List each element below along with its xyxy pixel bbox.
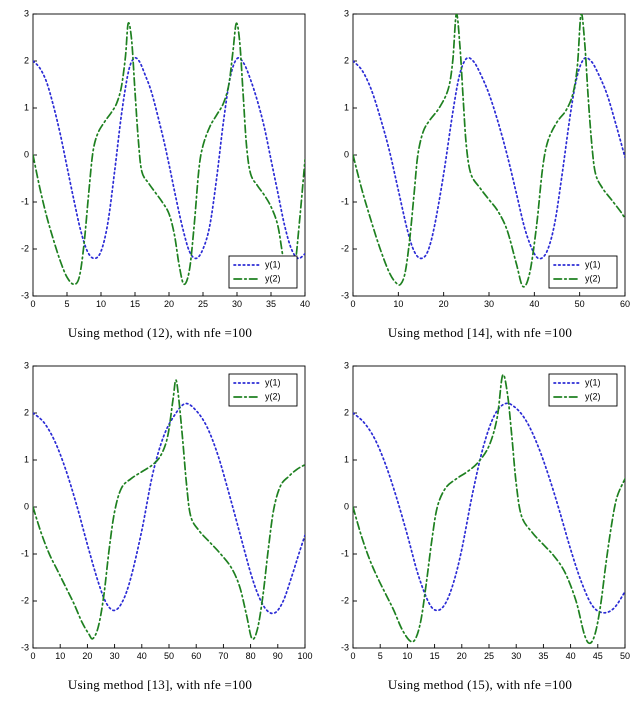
chart-canvas-method-13	[7, 358, 313, 668]
subplot-method-15: Using method (15), with nfe =100	[320, 352, 640, 704]
subplot-method-14: Using method [14], with nfe =100	[320, 0, 640, 352]
chart-caption: Using method [13], with nfe =100	[67, 677, 253, 692]
subplot-method-13: Using method [13], with nfe =100	[0, 352, 320, 704]
subplot-method-12: Using method (12), with nfe =100	[0, 0, 320, 352]
chart-canvas-method-15	[327, 358, 633, 668]
chart-canvas-method-14	[327, 6, 633, 316]
chart-caption: Using method [14], with nfe =100	[387, 325, 573, 340]
chart-canvas-method-12	[7, 6, 313, 316]
chart-caption: Using method (15), with nfe =100	[387, 677, 573, 692]
chart-caption: Using method (12), with nfe =100	[67, 325, 253, 340]
